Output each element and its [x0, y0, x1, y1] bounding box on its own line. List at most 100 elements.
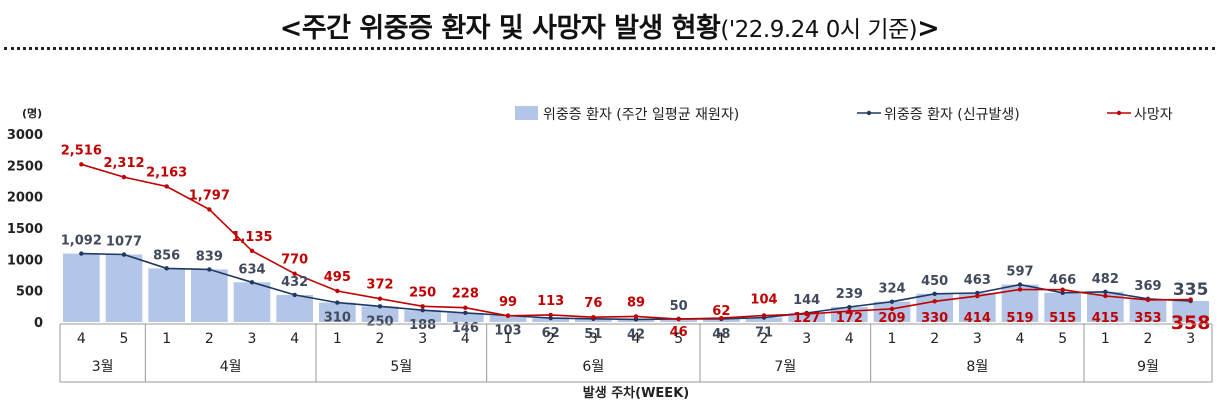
y-axis-unit: (명) — [22, 106, 42, 120]
death-data-label: 46 — [670, 325, 688, 340]
week-label: 2 — [205, 331, 214, 347]
death-point — [1103, 293, 1108, 299]
week-label: 5 — [120, 331, 129, 347]
week-label: 4 — [1016, 331, 1025, 347]
y-tick-label: 500 — [16, 285, 43, 300]
death-data-label: 2,163 — [146, 165, 187, 180]
severe-data-label: 450 — [921, 274, 948, 289]
death-data-label: 415 — [1092, 311, 1119, 326]
bar — [1129, 298, 1167, 322]
death-data-label: 62 — [712, 304, 730, 319]
week-label: 2 — [376, 331, 385, 347]
death-point — [761, 313, 767, 318]
death-point — [335, 288, 340, 294]
legend-bar-label: 위중증 환자 (주간 일평균 재원자) — [543, 107, 739, 123]
death-data-label: 99 — [499, 295, 517, 310]
death-data-label: 353 — [1134, 311, 1161, 326]
severe-data-label: 188 — [409, 318, 436, 333]
week-label: 4 — [632, 331, 641, 347]
bar — [788, 312, 826, 322]
death-point — [804, 311, 809, 317]
death-data-label: 1,797 — [189, 188, 230, 203]
legend-severe-label: 위중증 환자 (신규발생) — [884, 107, 1020, 123]
death-point — [633, 314, 639, 319]
x-axis-label: 발생 주차(WEEK) — [583, 385, 689, 401]
severe-data-label: 103 — [494, 324, 521, 339]
week-label: 4 — [77, 331, 86, 347]
bar — [148, 268, 186, 322]
bar — [62, 253, 100, 322]
week-label: 1 — [717, 331, 726, 347]
death-point — [377, 296, 383, 301]
month-label: 3월 — [92, 359, 114, 375]
severe-point — [121, 252, 127, 257]
severe-point — [335, 300, 340, 305]
death-point — [1017, 287, 1023, 292]
death-data-label: 358 — [1171, 312, 1211, 334]
bar — [1044, 292, 1082, 322]
week-label: 1 — [504, 331, 513, 347]
severe-point — [847, 304, 852, 310]
y-tick-label: 2000 — [7, 191, 43, 206]
severe-data-label: 1,092 — [61, 234, 102, 249]
y-tick-label: 3000 — [7, 128, 43, 143]
death-point — [207, 207, 212, 212]
legend-death-label: 사망자 — [1134, 107, 1173, 123]
severe-point — [1103, 289, 1108, 294]
severe-data-label: 310 — [324, 311, 351, 326]
severe-data-label: 324 — [878, 282, 905, 297]
y-tick-label: 1000 — [7, 253, 43, 268]
severe-point — [932, 291, 937, 296]
month-label: 6월 — [582, 359, 604, 375]
bar — [233, 282, 271, 322]
week-label: 3 — [589, 331, 598, 347]
bar — [489, 315, 527, 322]
severe-data-label: 250 — [366, 314, 393, 329]
severe-data-label: 335 — [1173, 280, 1209, 300]
death-data-label: 172 — [836, 311, 863, 326]
death-data-label: 250 — [409, 285, 436, 300]
severe-data-label: 239 — [836, 287, 863, 302]
death-data-label: 372 — [366, 278, 393, 293]
severe-data-label: 482 — [1092, 272, 1119, 287]
death-point — [932, 299, 937, 304]
severe-data-label: 144 — [793, 293, 820, 308]
week-label: 2 — [930, 331, 939, 347]
severe-point — [292, 292, 297, 298]
month-label: 9월 — [1137, 359, 1159, 375]
death-point — [463, 305, 468, 310]
month-label: 7월 — [774, 359, 796, 375]
month-label: 4월 — [220, 359, 242, 375]
severe-data-label: 62 — [542, 326, 560, 341]
week-label: 4 — [461, 331, 470, 347]
severe-data-label: 1077 — [106, 235, 142, 250]
severe-point — [548, 315, 553, 321]
severe-data-label: 50 — [670, 299, 688, 314]
severe-data-label: 634 — [238, 262, 265, 277]
death-data-label: 76 — [584, 296, 602, 311]
death-point — [1188, 297, 1193, 302]
death-data-label: 519 — [1006, 311, 1033, 326]
week-label: 3 — [1186, 331, 1195, 347]
severe-point — [463, 310, 468, 316]
week-label: 3 — [248, 331, 257, 347]
month-label: 5월 — [390, 359, 412, 375]
severe-point — [164, 266, 169, 271]
severe-data-label: 48 — [712, 327, 730, 342]
bar — [190, 269, 228, 322]
severe-point — [1060, 290, 1065, 295]
death-point — [505, 313, 511, 318]
title-main: <주간 위중증 환자 및 사망자 발생 현황 — [279, 13, 721, 44]
death-point — [420, 304, 425, 309]
week-label: 1 — [333, 331, 342, 347]
death-point — [548, 312, 553, 318]
death-point — [121, 174, 127, 180]
death-data-label: 330 — [921, 311, 948, 326]
death-data-label: 104 — [750, 292, 777, 307]
severe-data-label: 42 — [627, 327, 645, 342]
bar — [916, 293, 954, 322]
death-data-label: 228 — [452, 287, 479, 302]
severe-data-label: 839 — [196, 249, 223, 264]
week-label: 2 — [546, 331, 555, 347]
week-label: 5 — [1058, 331, 1067, 347]
